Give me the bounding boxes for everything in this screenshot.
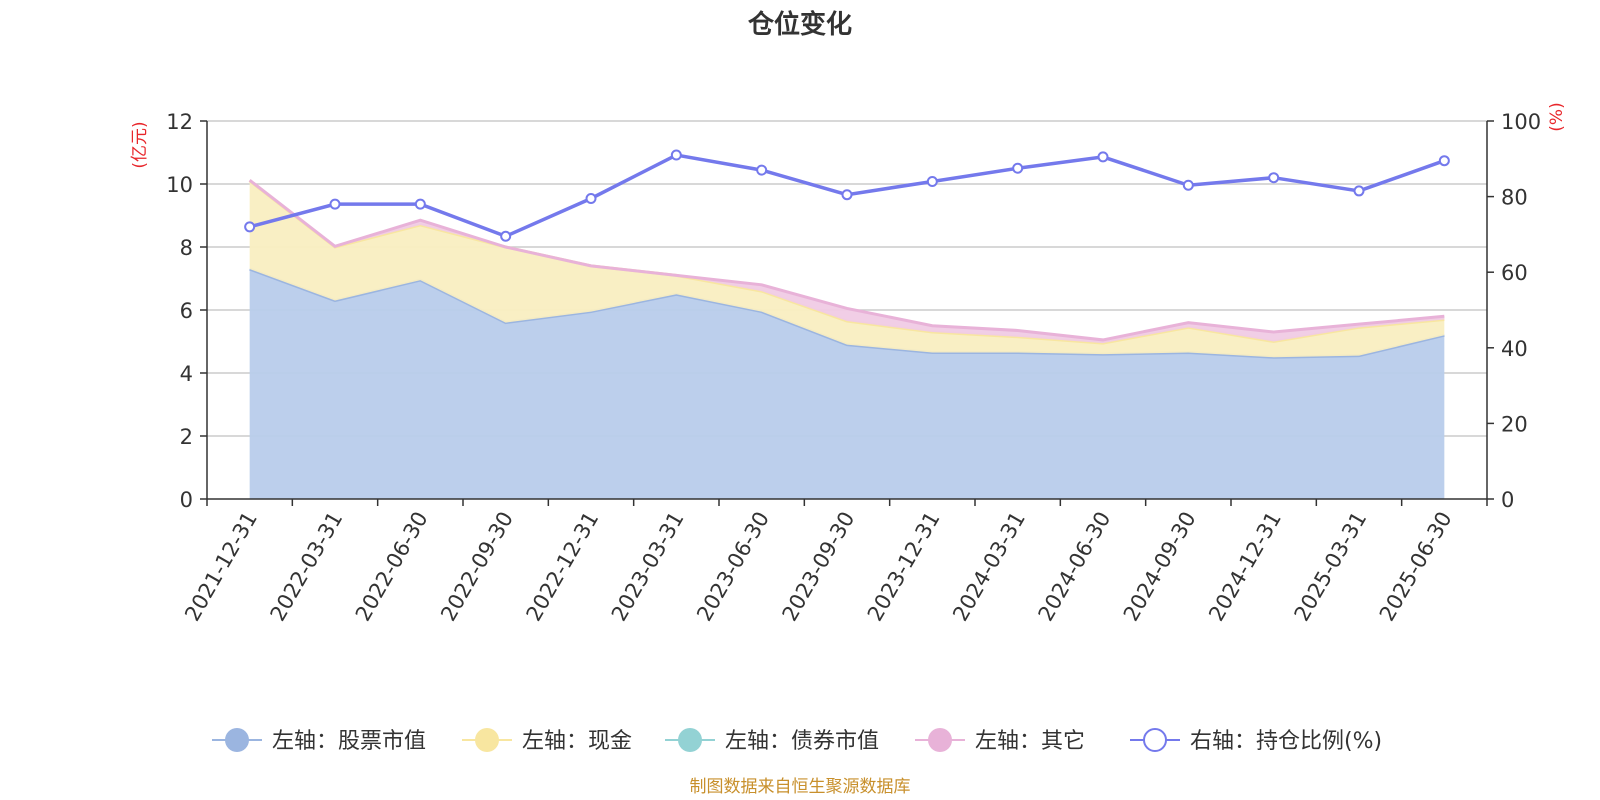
right-tick-label: 40	[1501, 337, 1528, 361]
holding-ratio-point	[1182, 179, 1194, 191]
x-tick-label: 2024-09-30	[1119, 508, 1201, 626]
legend: 左轴：股票市值 左轴：现金 左轴：债券市值 左轴：其它 右轴：持仓比例(%)	[212, 728, 1382, 754]
legend-marker	[1143, 728, 1167, 752]
holding-ratio-point	[670, 149, 682, 161]
x-tick-label: 2023-03-31	[607, 508, 689, 626]
holding-ratio-point	[414, 198, 426, 210]
legend-item: 右轴：持仓比例(%)	[1130, 728, 1382, 754]
left-axis-unit: (亿元)	[130, 121, 150, 168]
holding-ratio-point	[1438, 155, 1450, 167]
legend-item: 左轴：现金	[462, 728, 632, 754]
legend-label: 右轴：持仓比例(%)	[1190, 729, 1382, 754]
holding-ratio-point	[1097, 151, 1109, 163]
left-tick-label: 8	[180, 236, 193, 260]
x-tick-label: 2021-12-31	[180, 508, 262, 626]
holding-ratio-point	[329, 198, 341, 210]
legend-marker	[225, 728, 249, 752]
stacked-areas	[248, 179, 1445, 499]
holding-ratio-line	[244, 149, 1450, 242]
legend-item: 左轴：其它	[915, 728, 1085, 754]
left-tick-label: 12	[166, 110, 193, 134]
x-tick-label: 2024-12-31	[1204, 508, 1286, 626]
holding-ratio-point	[585, 192, 597, 204]
source-note: 制图数据来自恒生聚源数据库	[690, 777, 911, 797]
area-line-4	[248, 179, 1445, 342]
left-tick-label: 4	[180, 362, 193, 386]
area-4	[249, 180, 1445, 344]
holding-ratio-point	[244, 221, 256, 233]
holding-ratio-point	[756, 164, 768, 176]
right-axis-unit: (%)	[1547, 102, 1567, 131]
x-tick-label: 2023-09-30	[778, 508, 860, 626]
x-tick-label: 2025-03-31	[1290, 508, 1372, 626]
x-tick-label: 2022-12-31	[522, 508, 604, 626]
area-2	[249, 180, 1445, 358]
right-tick-label: 80	[1501, 186, 1528, 210]
legend-item: 左轴：股票市值	[212, 728, 426, 754]
holding-ratio-point	[1268, 172, 1280, 184]
x-tick-label: 2022-06-30	[351, 508, 433, 626]
left-tick-label: 2	[180, 425, 193, 449]
x-tick-label: 2023-12-31	[863, 507, 945, 625]
x-tick-label: 2025-06-30	[1375, 508, 1457, 626]
left-tick-label: 10	[166, 173, 193, 197]
holding-ratio-point	[1012, 162, 1024, 174]
legend-item: 左轴：债券市值	[665, 728, 879, 754]
x-tick-label: 2022-09-30	[436, 508, 518, 626]
legend-marker	[928, 728, 952, 752]
holding-ratio-point	[1353, 185, 1365, 197]
holding-ratio-point	[841, 189, 853, 201]
x-tick-label: 2024-03-31	[948, 508, 1030, 626]
legend-label: 左轴：其它	[975, 729, 1085, 754]
left-tick-label: 6	[180, 299, 193, 323]
legend-marker	[475, 728, 499, 752]
right-tick-label: 20	[1501, 412, 1528, 436]
area-1	[249, 269, 1445, 499]
x-tick-label: 2023-06-30	[692, 508, 774, 626]
holding-ratio-point	[926, 175, 938, 187]
holding-ratio-point	[500, 230, 512, 242]
right-tick-label: 0	[1501, 488, 1514, 512]
x-tick-label: 2024-06-30	[1034, 508, 1116, 626]
x-tick-label: 2022-03-31	[266, 508, 348, 626]
legend-marker	[678, 728, 702, 752]
right-tick-label: 100	[1501, 110, 1541, 134]
chart-title: 仓位变化	[747, 9, 852, 40]
right-tick-label: 60	[1501, 261, 1528, 285]
left-tick-label: 0	[180, 488, 193, 512]
legend-label: 左轴：债券市值	[725, 729, 879, 754]
legend-label: 左轴：现金	[522, 729, 632, 754]
legend-label: 左轴：股票市值	[272, 729, 426, 754]
